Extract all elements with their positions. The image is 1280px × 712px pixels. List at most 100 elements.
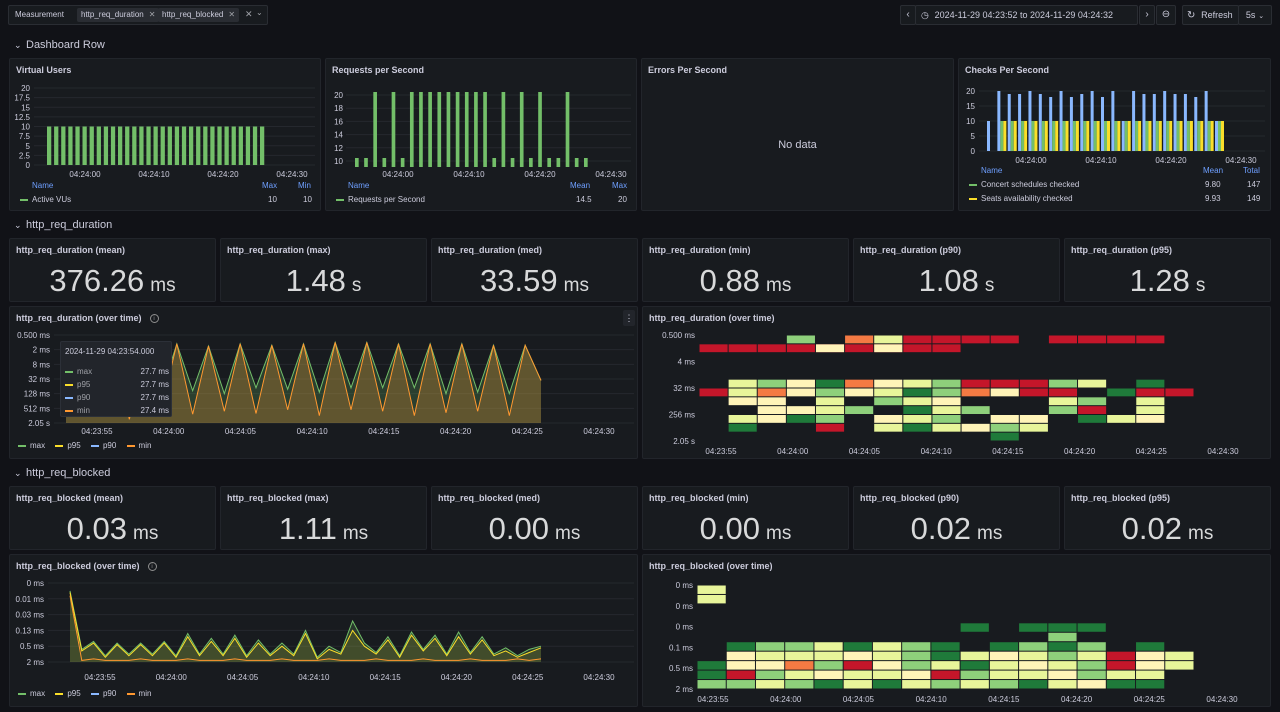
legend-item-max[interactable]: max	[18, 689, 45, 698]
heatmap-cell	[785, 642, 814, 651]
refresh-interval-select[interactable]: 5s ⌄	[1238, 5, 1272, 25]
legend-item-p95[interactable]: p95	[55, 689, 81, 698]
checks-seats-bar	[1179, 121, 1183, 151]
chip-label: http_req_duration	[81, 10, 144, 19]
legend-row[interactable]: Concert schedules checked 9.80 147	[969, 180, 1265, 189]
stat-duration-med[interactable]: http_req_duration (med) 33.59 ms	[431, 238, 638, 302]
stat-duration-p95[interactable]: http_req_duration (p95) 1.28 s	[1064, 238, 1271, 302]
heatmap-cell	[1165, 388, 1194, 397]
heatmap-cell	[697, 594, 726, 604]
stat-blocked-p95[interactable]: http_req_blocked (p95) 0.02 ms	[1064, 486, 1271, 550]
rps-bar	[382, 158, 387, 167]
legend-row[interactable]: Seats availability checked 9.93 149	[969, 194, 1265, 203]
chevron-down-icon[interactable]: ⌄	[256, 8, 263, 17]
stat-blocked-mean[interactable]: http_req_blocked (mean) 0.03 ms	[9, 486, 216, 550]
heatmap-cell	[815, 388, 845, 397]
checks-schedule-bar	[1155, 121, 1159, 151]
legend-min: 10	[303, 195, 312, 204]
legend-row[interactable]: Requests per Second 14.5 20	[336, 195, 630, 204]
row-header-duration[interactable]: ⌄ http_req_duration	[14, 219, 112, 231]
row-header-blocked[interactable]: ⌄ http_req_blocked	[14, 467, 110, 479]
blocked-heatmap-panel[interactable]: http_req_blocked (over time) 2 ms 0.5 ms 0…	[642, 554, 1271, 707]
y-tick-label: 12.5	[14, 113, 30, 122]
checks-total-bar	[1069, 97, 1073, 151]
checks-chart: 0 5 10 15 20 04:24:00 04:24:10 04:24:20 04:24:30	[966, 87, 1265, 165]
stat-blocked-max[interactable]: http_req_blocked (max) 1.11 ms	[220, 486, 427, 550]
legend-item-min[interactable]: min	[126, 689, 151, 698]
time-forward-button[interactable]: ›	[1139, 5, 1155, 25]
checks-total-bar	[1080, 94, 1084, 151]
duration-timeseries-panel[interactable]: http_req_duration (over time) i ⋮ 2.05 s 5…	[9, 306, 638, 459]
panel-menu-icon[interactable]: ⋮	[623, 310, 635, 326]
rps-bar	[437, 92, 442, 167]
checks-seats-bar	[1210, 121, 1214, 151]
rps-bar	[474, 92, 478, 167]
filter-chip-duration[interactable]: http_req_duration ✕	[77, 8, 160, 22]
zoom-out-icon: ⊖	[1161, 9, 1171, 20]
stat-blocked-min[interactable]: http_req_blocked (min) 0.00 ms	[642, 486, 849, 550]
legend-row[interactable]: Active VUs 10 10	[20, 195, 314, 204]
stat-number: 376.26	[49, 263, 145, 298]
vus-bar	[54, 126, 59, 165]
checks-schedule-bar	[1197, 121, 1201, 151]
time-back-button[interactable]: ‹	[900, 5, 916, 25]
blocked-timeseries-panel[interactable]: http_req_blocked (over time) i 2 ms 0.5 ms…	[9, 554, 638, 707]
stat-blocked-med[interactable]: http_req_blocked (med) 0.00 ms	[431, 486, 638, 550]
refresh-button[interactable]: ↻ Refresh	[1182, 5, 1239, 25]
rps-bar	[364, 158, 368, 167]
clock-icon: ◷	[921, 10, 929, 20]
stat-duration-min[interactable]: http_req_duration (min) 0.88 ms	[642, 238, 849, 302]
checks-total-bar	[1204, 91, 1208, 151]
checks-seats-bar	[1024, 121, 1028, 151]
heatmap-cell	[1048, 406, 1078, 414]
stat-duration-p90[interactable]: http_req_duration (p90) 1.08 s	[853, 238, 1060, 302]
x-tick-label: 04:24:15	[368, 427, 400, 436]
legend-item-p90[interactable]: p90	[90, 689, 116, 698]
time-picker[interactable]: ◷ 2024-11-29 04:23:52 to 2024-11-29 04:2…	[915, 5, 1138, 25]
heatmap-cell	[1077, 623, 1106, 632]
zoom-out-button[interactable]: ⊖	[1156, 5, 1176, 25]
info-icon[interactable]: i	[147, 562, 157, 572]
requests-per-second-panel[interactable]: Requests per Second 10 12 14 16 18 20 04:24:00…	[325, 58, 637, 211]
close-icon[interactable]: ✕	[228, 10, 236, 19]
duration-heatmap-panel[interactable]: http_req_duration (over time) 2.05 s 256 …	[642, 306, 1271, 459]
heatmap-cell	[1136, 651, 1165, 661]
checks-total-bar	[1038, 94, 1042, 151]
stat-duration-mean[interactable]: http_req_duration (mean) 376.26 ms	[9, 238, 216, 302]
heatmap-cell	[1077, 651, 1106, 661]
legend-item-p95[interactable]: p95	[55, 441, 81, 450]
heatmap-cell	[755, 661, 785, 670]
legend-item-p90[interactable]: p90	[90, 441, 116, 450]
stat-duration-max[interactable]: http_req_duration (max) 1.48 s	[220, 238, 427, 302]
checks-schedule-bar	[1135, 121, 1139, 151]
legend-item-max[interactable]: max	[18, 441, 45, 450]
clear-filter-icon[interactable]: ✕	[245, 9, 253, 19]
legend-item-min[interactable]: min	[126, 441, 151, 450]
heatmap-cell	[728, 397, 757, 406]
heatmap-cell	[1078, 415, 1107, 423]
panel-title: http_req_duration (over time) i	[16, 313, 159, 324]
series-line-p95	[69, 592, 542, 660]
stat-blocked-p90[interactable]: http_req_blocked (p90) 0.02 ms	[853, 486, 1060, 550]
heatmap-cell	[726, 680, 755, 689]
checks-per-second-panel[interactable]: Checks Per Second 0 5 10 15 20 04:24:00 04:24:…	[958, 58, 1271, 211]
rps-bar	[409, 92, 414, 167]
x-tick-label: 04:24:20	[1061, 695, 1093, 704]
stat-title: http_req_blocked (med)	[438, 493, 541, 503]
info-icon[interactable]: i	[149, 314, 159, 324]
heatmap-cell	[903, 397, 932, 406]
filter-chip-blocked[interactable]: http_req_blocked ✕	[158, 8, 240, 22]
time-range-text: 2024-11-29 04:23:52 to 2024-11-29 04:24:…	[934, 10, 1113, 20]
virtual-users-panel[interactable]: Virtual Users 0 2.5 5 7.5 10 12.5 15 17.5 20 04:2…	[9, 58, 321, 211]
errors-per-second-panel[interactable]: Errors Per Second No data	[641, 58, 954, 211]
checks-seats-bar	[1200, 121, 1204, 151]
heatmap-cell	[872, 661, 902, 670]
close-icon[interactable]: ✕	[148, 10, 156, 19]
stat-title: http_req_blocked (min)	[649, 493, 749, 503]
heatmap-cell	[843, 642, 872, 651]
chart-tooltip: 2024-11-29 04:23:54.000 max 27.7 ms p95 27…	[60, 341, 172, 417]
heatmap-cell	[1019, 670, 1048, 680]
heatmap-cell	[843, 661, 872, 670]
row-header-dashboard[interactable]: ⌄ Dashboard Row	[14, 39, 105, 51]
legend-swatch	[969, 183, 977, 186]
